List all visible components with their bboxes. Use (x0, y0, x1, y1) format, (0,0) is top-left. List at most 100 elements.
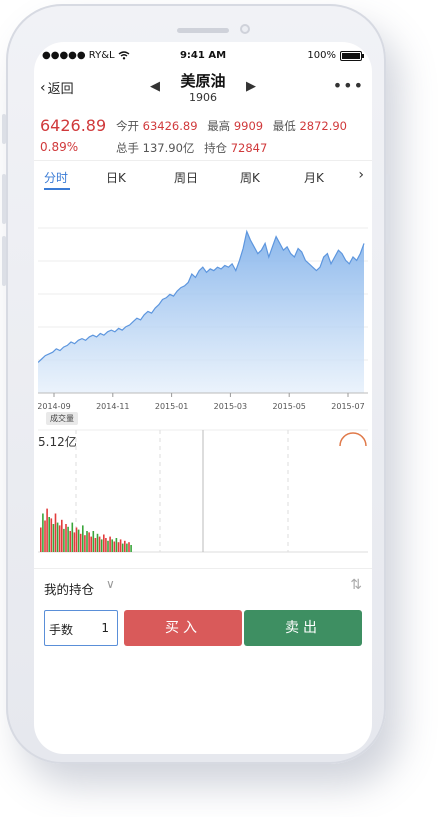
next-contract-arrow-icon[interactable]: ▶ (246, 79, 256, 94)
volume-bar (54, 513, 57, 552)
volume-down-button (2, 236, 6, 286)
x-tick-label: 2015-03 (214, 402, 247, 411)
volume-bar (86, 531, 88, 552)
volume-up-button (2, 174, 6, 224)
volume-bar (77, 529, 80, 552)
volume-bar (50, 518, 53, 552)
volume-bar (65, 524, 67, 552)
status-bar: ●●●●● RY&L 9:41 AM 100% (34, 48, 372, 66)
prev-contract-arrow-icon[interactable]: ◀ (150, 79, 160, 94)
tab-monthly-k[interactable]: 月K (304, 171, 324, 185)
volume-bar (119, 539, 122, 552)
volume-bar (67, 526, 69, 552)
volume-bar (98, 536, 101, 552)
sell-button[interactable]: 卖出 (244, 610, 362, 646)
volume-bar (46, 508, 48, 552)
volume-bar (130, 545, 132, 552)
volume-value: 137.90亿 (142, 141, 195, 155)
volume-bar (73, 532, 76, 552)
back-label: 返回 (47, 82, 74, 97)
battery-level (342, 52, 360, 59)
clock: 9:41 AM (179, 50, 227, 61)
active-tab-indicator (44, 188, 70, 190)
volume-bar (105, 538, 107, 552)
volume-max-label: 5.12亿 (38, 434, 77, 449)
last-price: 6426.89 (40, 116, 107, 135)
volume-bar (79, 533, 82, 552)
x-tick-label: 2015-07 (331, 402, 364, 411)
tab-weekly-k[interactable]: 周K (240, 171, 260, 185)
quantity-value: 1 (101, 621, 109, 635)
back-button[interactable]: ‹ 返回 (40, 78, 74, 98)
low-value: 2872.90 (299, 119, 347, 133)
sort-icon[interactable]: ⇅ (350, 577, 362, 593)
volume-tag: 成交量 (46, 412, 78, 425)
chevron-down-icon: ∨ (106, 577, 115, 591)
volume-bar (71, 522, 74, 552)
volume-bar (58, 525, 61, 552)
price-chart: 2014-09 2014-11 2015-01 2015-03 2015-05 2015-… (38, 227, 368, 411)
volume-bar (107, 540, 109, 552)
battery-percent: 100% (307, 50, 336, 61)
volume-bar (84, 535, 86, 552)
volume-bar (100, 539, 103, 552)
tab-daily-k[interactable]: 日K (106, 171, 126, 185)
open-label: 今开 (116, 119, 139, 133)
volume-bar (75, 527, 78, 552)
volume-bar (115, 538, 118, 552)
trade-bar: 手数 1 买入 卖出 (44, 610, 362, 646)
holding-row[interactable]: 我的持仓 ∨ ⇅ (34, 568, 372, 604)
volume-bar (56, 522, 59, 552)
position-value: 72847 (230, 141, 268, 155)
volume-bar (109, 536, 111, 552)
low-label: 最低 (272, 119, 296, 133)
app-screen: ●●●●● RY&L 9:41 AM 100% ‹ 返回 ◀ 美原油 (34, 42, 372, 754)
volume-bar (90, 536, 92, 552)
tab-intraday[interactable]: 分时 (44, 171, 69, 185)
battery-icon (340, 50, 364, 61)
power-button (386, 174, 390, 244)
x-tick-label: 2014-09 (38, 402, 71, 411)
high-label: 最高 (207, 119, 231, 133)
price-area (38, 231, 364, 393)
volume-bar (92, 531, 95, 552)
position-label: 持仓 (204, 141, 228, 155)
volume-bar (88, 532, 90, 552)
volume-bar (61, 519, 63, 552)
mute-switch (2, 114, 6, 144)
volume-bar (52, 524, 55, 552)
tab-weekday[interactable]: 周日 (174, 171, 199, 185)
page-title: 美原油 (180, 72, 226, 90)
chevron-left-icon: ‹ (40, 79, 46, 96)
open-value: 63426.89 (142, 119, 198, 133)
price-line (38, 229, 365, 363)
volume-bar (42, 513, 44, 552)
x-tick-label: 2015-01 (155, 402, 188, 411)
volume-bar (82, 525, 84, 552)
volume-chart: 5.12亿 (38, 429, 368, 553)
phone-frame: ●●●●● RY&L 9:41 AM 100% ‹ 返回 ◀ 美原油 (2, 4, 390, 764)
more-icon[interactable]: ••• (332, 76, 364, 95)
wifi-icon (118, 51, 130, 60)
period-tabs: 分时 日K 周日 周K 月K › (34, 160, 372, 192)
volume-bar (117, 542, 120, 552)
volume-bar (121, 543, 124, 552)
contract-code: 1906 (189, 91, 217, 104)
quantity-label: 手数 (49, 623, 74, 637)
volume-bar (44, 520, 46, 552)
buy-button[interactable]: 买入 (124, 610, 242, 646)
volume-label: 总手 (116, 141, 139, 155)
x-tick-label: 2014-11 (96, 402, 129, 411)
volume-bar (69, 531, 71, 552)
volume-bar (96, 533, 99, 552)
high-value: 9909 (233, 119, 264, 133)
x-tick-label: 2015-05 (272, 402, 305, 411)
loading-arc-icon (339, 432, 367, 447)
carrier-label: ●●●●● RY&L (42, 50, 115, 61)
quantity-stepper[interactable]: 手数 1 (44, 610, 118, 646)
volume-bar (63, 528, 65, 552)
chevron-right-icon[interactable]: › (358, 167, 364, 183)
quote-panel: 6426.89 0.89% 今开 63426.89 最高 9909 最低 287… (34, 110, 372, 158)
volume-bar (126, 543, 128, 552)
front-camera (240, 24, 250, 34)
